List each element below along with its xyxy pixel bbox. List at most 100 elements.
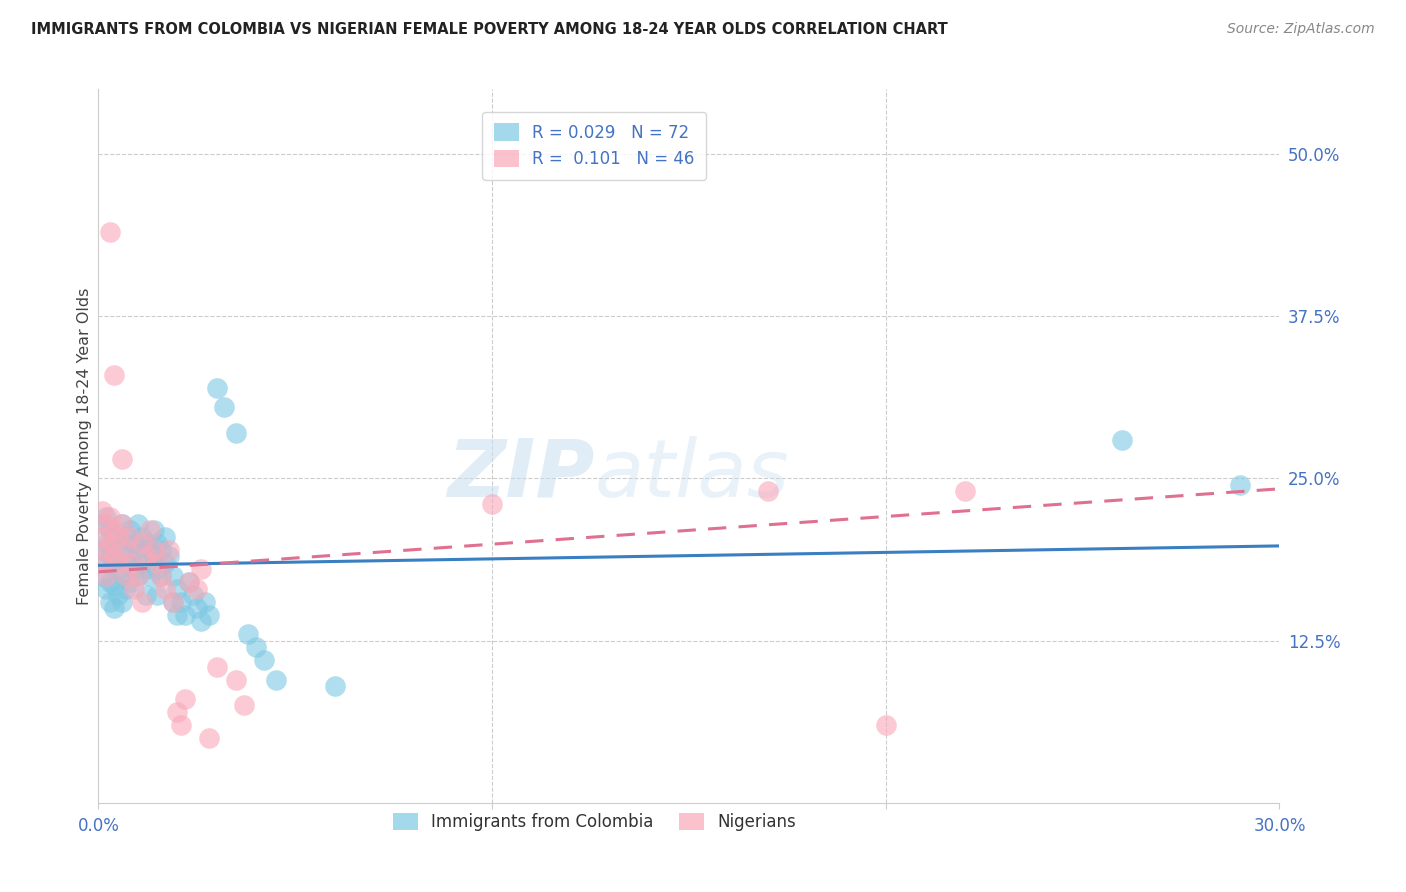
Point: [96, 582, 118, 596]
Point: [150, 542, 173, 557]
Point: [91, 556, 114, 570]
Point: [138, 542, 160, 557]
Point: [194, 595, 217, 609]
Point: [107, 562, 129, 576]
Point: [115, 542, 138, 557]
Point: [122, 582, 145, 596]
Point: [190, 614, 212, 628]
Point: [111, 516, 134, 531]
Point: [107, 588, 129, 602]
Point: [253, 653, 276, 667]
Point: [233, 698, 256, 713]
Point: [162, 595, 184, 609]
Point: [131, 536, 153, 550]
Point: [115, 556, 138, 570]
Point: [146, 536, 169, 550]
Point: [142, 524, 165, 538]
Point: [177, 575, 200, 590]
Legend: Immigrants from Colombia, Nigerians: Immigrants from Colombia, Nigerians: [382, 803, 806, 841]
Point: [155, 582, 177, 596]
Point: [135, 536, 157, 550]
Point: [111, 568, 134, 582]
Point: [190, 562, 212, 576]
Point: [111, 516, 134, 531]
Point: [96, 542, 118, 557]
Point: [181, 588, 204, 602]
Point: [150, 568, 173, 582]
Point: [166, 607, 188, 622]
Point: [174, 607, 197, 622]
Point: [135, 588, 157, 602]
Point: [138, 568, 160, 582]
Point: [214, 400, 236, 414]
Text: Source: ZipAtlas.com: Source: ZipAtlas.com: [1227, 22, 1375, 37]
Point: [197, 607, 219, 622]
Point: [98, 549, 121, 564]
Point: [107, 536, 129, 550]
Point: [875, 718, 897, 732]
Point: [98, 536, 121, 550]
Point: [115, 530, 138, 544]
Point: [111, 542, 134, 557]
Point: [103, 578, 125, 592]
Point: [170, 595, 193, 609]
Point: [103, 530, 125, 544]
Point: [142, 542, 165, 557]
Point: [174, 692, 197, 706]
Point: [96, 568, 118, 582]
Point: [166, 705, 188, 719]
Y-axis label: Female Poverty Among 18-24 Year Olds: Female Poverty Among 18-24 Year Olds: [77, 287, 91, 605]
Point: [96, 510, 118, 524]
Point: [98, 225, 121, 239]
Point: [146, 556, 169, 570]
Point: [162, 595, 184, 609]
Text: atlas: atlas: [595, 435, 789, 514]
Text: ZIP: ZIP: [447, 435, 595, 514]
Point: [96, 516, 118, 531]
Point: [118, 524, 141, 538]
Point: [186, 601, 208, 615]
Point: [205, 381, 228, 395]
Point: [118, 549, 141, 564]
Point: [115, 568, 138, 582]
Point: [122, 562, 145, 576]
Point: [236, 627, 259, 641]
Point: [186, 582, 208, 596]
Point: [481, 497, 503, 511]
Point: [135, 562, 157, 576]
Point: [155, 530, 177, 544]
Point: [91, 530, 114, 544]
Point: [98, 524, 121, 538]
Point: [135, 549, 157, 564]
Point: [953, 484, 976, 499]
Point: [166, 582, 188, 596]
Point: [103, 556, 125, 570]
Point: [162, 568, 184, 582]
Point: [111, 452, 134, 467]
Point: [103, 524, 125, 538]
Point: [146, 562, 169, 576]
Point: [142, 549, 165, 564]
Point: [127, 516, 149, 531]
Point: [111, 595, 134, 609]
Point: [245, 640, 267, 654]
Point: [138, 524, 160, 538]
Point: [170, 718, 193, 732]
Point: [98, 575, 121, 590]
Point: [118, 556, 141, 570]
Point: [131, 530, 153, 544]
Point: [127, 568, 149, 582]
Point: [118, 530, 141, 544]
Point: [91, 568, 114, 582]
Point: [146, 588, 169, 602]
Point: [122, 536, 145, 550]
Point: [1229, 478, 1251, 492]
Point: [107, 530, 129, 544]
Point: [225, 673, 247, 687]
Point: [323, 679, 346, 693]
Point: [98, 510, 121, 524]
Point: [150, 568, 173, 582]
Point: [131, 556, 153, 570]
Point: [103, 368, 125, 382]
Point: [115, 582, 138, 596]
